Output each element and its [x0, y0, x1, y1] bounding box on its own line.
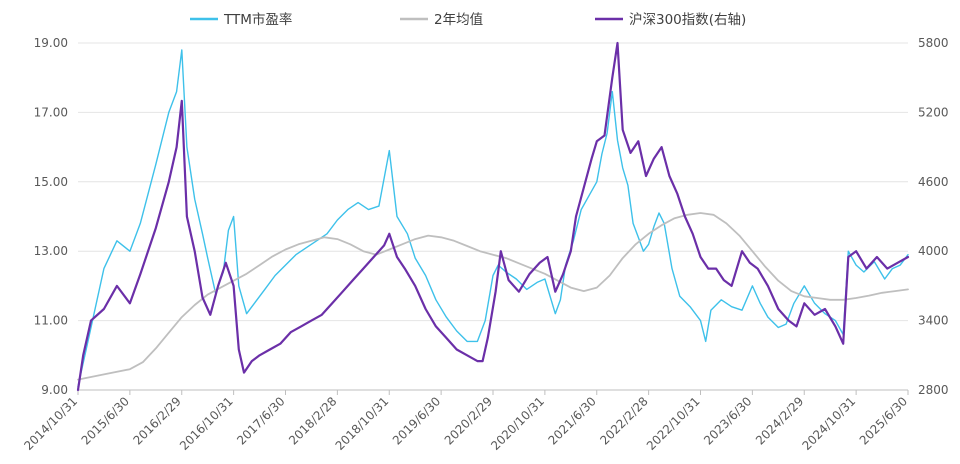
y-right-tick-label: 5200	[918, 105, 949, 119]
series-line-0	[77, 49, 909, 388]
x-tick-label: 2015/6/30	[79, 394, 132, 447]
legend-label-0: TTM市盈率	[223, 11, 292, 28]
x-tick-label: 2022/10/31	[644, 394, 703, 453]
y-right-tick-label: 3400	[918, 314, 949, 328]
x-tick-label: 2024/10/31	[799, 394, 858, 453]
y-left-tick-label: 19.00	[34, 36, 68, 50]
axes: 9.00 11.00 13.00 15.00 17.00 19.00 2800 3400 400…	[21, 36, 948, 453]
x-tick-label: 2018/10/31	[333, 394, 392, 453]
x-tick-label: 2017/6/30	[234, 394, 287, 447]
legend-label-1: 2年均值	[434, 12, 483, 28]
x-tick-label: 2021/6/30	[545, 394, 598, 447]
legend-label-2: 沪深300指数(右轴)	[629, 12, 746, 28]
series-line-2	[76, 41, 910, 392]
y-right-tick-label: 5800	[918, 36, 949, 50]
x-tick-label: 2018/2/28	[286, 394, 339, 447]
x-tick-label: 2020/10/31	[488, 394, 547, 453]
x-tick-label: 2016/2/29	[130, 394, 183, 447]
x-tick-label: 2019/6/30	[390, 394, 443, 447]
x-tick-label: 2025/6/30	[857, 394, 910, 447]
y-left-tick-label: 9.00	[41, 383, 68, 397]
x-tick-label: 2022/2/28	[597, 394, 650, 447]
y-right-tick-label: 2800	[918, 383, 949, 397]
y-right-tick-label: 4600	[918, 175, 949, 189]
y-left-tick-label: 13.00	[34, 244, 68, 258]
series-line-1	[77, 212, 909, 381]
y-left-tick-label: 15.00	[34, 175, 68, 189]
y-left-tick-label: 17.00	[34, 105, 68, 119]
y-left-tick-label: 11.00	[34, 314, 68, 328]
x-tick-label: 2023/6/30	[701, 394, 754, 447]
x-tick-label: 2014/10/31	[21, 394, 80, 453]
y-right-tick-label: 4000	[918, 244, 949, 258]
gridlines	[78, 42, 908, 391]
x-tick-label: 2016/10/31	[177, 394, 236, 453]
x-tick-label: 2024/2/29	[753, 394, 806, 447]
x-tick-label: 2020/2/29	[442, 394, 495, 447]
series-lines	[76, 41, 910, 392]
legend: TTM市盈率 2年均值 沪深300指数(右轴)	[190, 11, 746, 28]
